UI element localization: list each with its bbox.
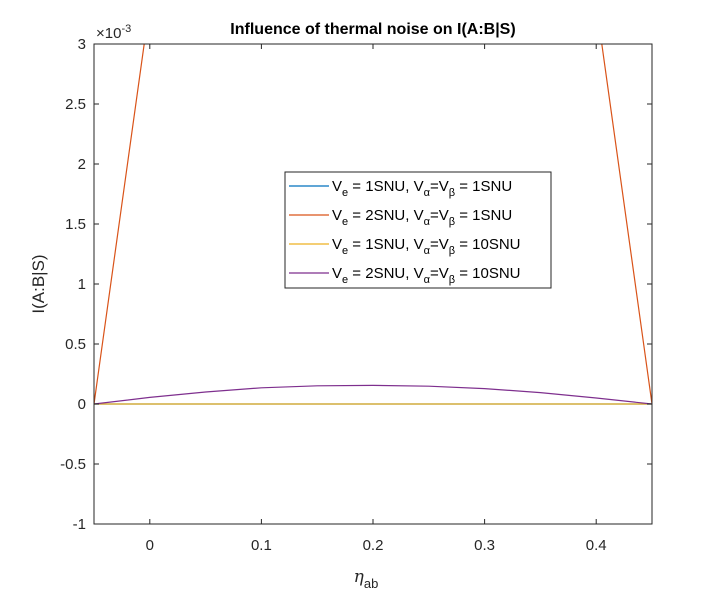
legend: Ve = 1SNU, Vα=Vβ = 1SNU Ve = 2SNU, Vα=Vβ …	[284, 171, 552, 289]
x-tick-label: 0.4	[586, 537, 607, 554]
series-line-4	[94, 384, 652, 405]
legend-box	[284, 171, 552, 289]
x-axis-ticks: 0 0.1 0.2 0.3 0.4	[146, 44, 607, 554]
legend-entry-4: Ve = 2SNU, Vα=Vβ = 10SNU	[332, 265, 521, 286]
legend-entry-3: Ve = 1SNU, Vα=Vβ = 10SNU	[332, 236, 521, 257]
y-tick-label: 2	[78, 156, 86, 173]
y-tick-label: 0.5	[65, 336, 86, 353]
x-tick-label: 0	[146, 537, 154, 554]
y-tick-label: 3	[78, 36, 86, 53]
legend-entry-2: Ve = 2SNU, Vα=Vβ = 1SNU	[332, 207, 512, 228]
y-tick-label: 1.5	[65, 216, 86, 233]
series-line-2	[94, 44, 652, 405]
legend-entry-1: Ve = 1SNU, Vα=Vβ = 1SNU	[332, 178, 512, 199]
series-group	[94, 44, 652, 405]
x-axis-label: ηab	[354, 567, 379, 591]
chart-title: Influence of thermal noise on I(A:B|S)	[230, 21, 515, 38]
y-tick-label: 1	[78, 276, 86, 293]
y-tick-label: -0.5	[60, 456, 86, 473]
y-tick-label: 0	[78, 396, 86, 413]
x-tick-label: 0.1	[251, 537, 272, 554]
y-tick-label: 2.5	[65, 96, 86, 113]
y-exponent-label: ×10-3	[96, 23, 131, 42]
x-tick-label: 0.3	[474, 537, 495, 554]
y-tick-label: -1	[73, 516, 86, 533]
x-tick-label: 0.2	[363, 537, 384, 554]
y-axis-label: I(A:B|S)	[29, 254, 48, 313]
y-axis-ticks: -1 -0.5 0 0.5 1 1.5 2 2.5 3	[60, 36, 652, 533]
